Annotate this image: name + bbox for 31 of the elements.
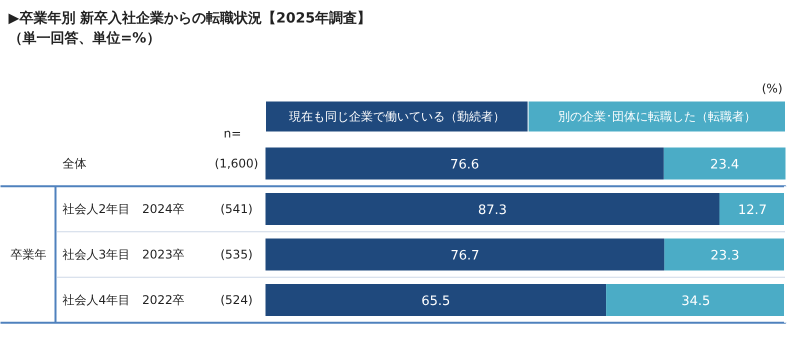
bar (266, 193, 720, 225)
text: （単一回答、単位=%） (8, 30, 160, 46)
text: (%) (762, 82, 782, 96)
data-label: 76.6 (450, 158, 480, 172)
data-label: 65.5 (421, 294, 450, 309)
text: (1,600) (214, 156, 258, 170)
text: (541) (220, 202, 253, 216)
bar (266, 148, 664, 180)
bar (266, 284, 606, 316)
bar (664, 238, 786, 270)
chart-title: ▶卒業年別 新卒入社企業からの転職状況【2025年調査】 (8, 10, 372, 26)
bar (606, 284, 786, 316)
data-label: 87.3 (478, 203, 507, 218)
data-label: 34.5 (681, 294, 710, 309)
series-label: 現在も同じ企業で働いている（勤続者） (288, 110, 505, 124)
y-tick-label: 社会人3年目 2023卒 (62, 248, 185, 262)
data-label: 76.7 (450, 248, 480, 264)
data-label: 23.4 (710, 158, 740, 172)
y-tick-label: 社会人2年目 2024卒 (62, 202, 185, 216)
y-tick-label: 全体 (62, 156, 86, 170)
text: 卒業年 (10, 248, 46, 262)
text: n= (224, 126, 242, 140)
y-tick-label: 社会人4年目 2022卒 (62, 293, 185, 307)
bar (266, 238, 664, 270)
data-label: 12.7 (738, 203, 767, 218)
bar (719, 193, 786, 225)
text: (535) (220, 248, 253, 262)
series-label: 別の企業･団体に転職した（転職者） (558, 110, 756, 124)
data-label: 23.3 (710, 248, 740, 264)
text: (524) (220, 293, 253, 307)
bar (664, 148, 786, 180)
